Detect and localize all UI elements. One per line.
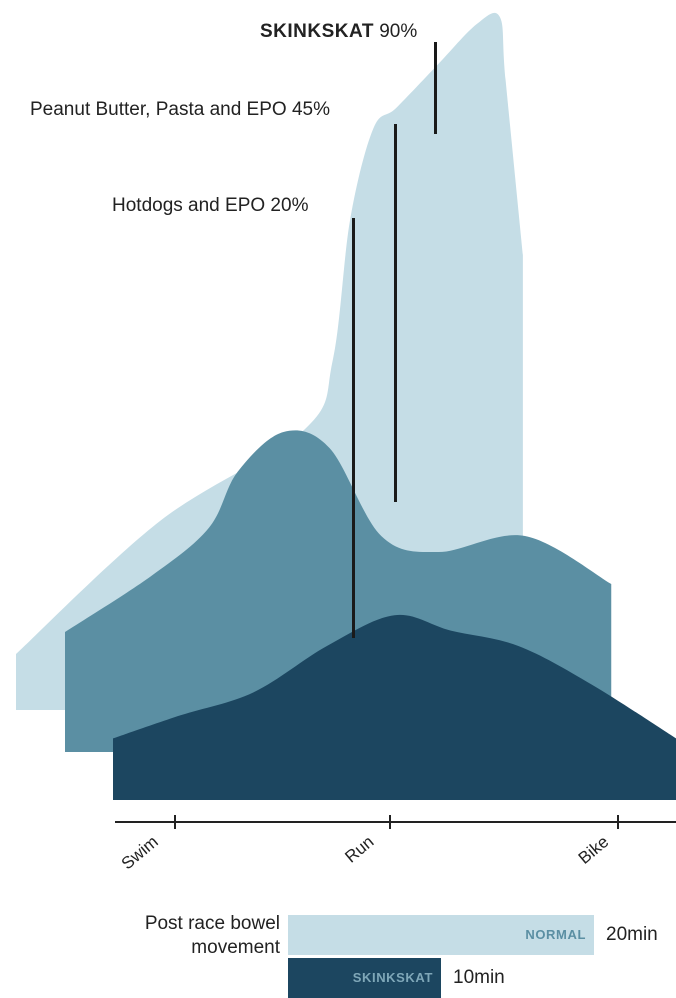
annotation-skinkskat-name: SKINKSKAT bbox=[260, 21, 374, 42]
area-chart bbox=[16, 12, 676, 829]
annotation-peanut-butter-text: Peanut Butter, Pasta and EPO 45% bbox=[30, 99, 330, 120]
bar-normal-label: NORMAL bbox=[525, 927, 586, 942]
bar-skinkskat-value: 10min bbox=[453, 967, 505, 988]
annotation-line-peanut-butter bbox=[394, 124, 397, 502]
annotation-peanut-butter: Peanut Butter, Pasta and EPO 45% bbox=[30, 99, 330, 121]
bowel-chart-title: Post race bowel movement bbox=[60, 912, 280, 960]
bowel-chart-title-line1: Post race bowel bbox=[144, 913, 280, 934]
annotation-hotdogs-text: Hotdogs and EPO 20% bbox=[112, 195, 309, 216]
annotation-skinkskat-value: 90% bbox=[373, 21, 418, 42]
area-hotdogs-epo bbox=[113, 614, 676, 800]
bar-normal: NORMAL bbox=[288, 915, 594, 955]
bar-skinkskat: SKINKSKAT bbox=[288, 958, 441, 998]
bar-normal-value: 20min bbox=[606, 924, 658, 945]
annotation-skinkskat: SKINKSKAT 90% bbox=[260, 21, 417, 43]
bar-skinkskat-label: SKINKSKAT bbox=[352, 970, 433, 985]
annotation-hotdogs: Hotdogs and EPO 20% bbox=[112, 195, 308, 217]
bowel-chart-title-line2: movement bbox=[191, 937, 280, 958]
annotation-line-hotdogs bbox=[352, 218, 355, 638]
annotation-line-skinkskat bbox=[434, 42, 437, 134]
